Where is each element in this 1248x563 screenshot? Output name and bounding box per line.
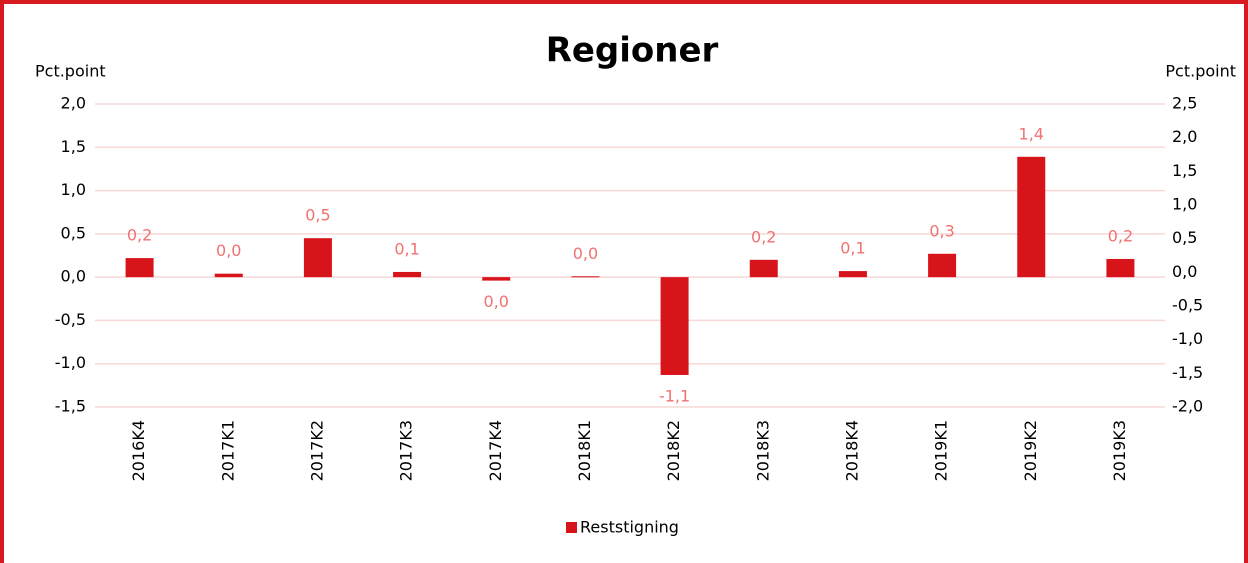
bar [482, 277, 511, 281]
x-tick-label: 2017K1 [218, 420, 237, 481]
data-label: 0,1 [394, 239, 419, 258]
x-tick-label: 2019K2 [1021, 420, 1040, 481]
y2-tick-label: 2,5 [1172, 94, 1197, 113]
y-tick-label: -1,5 [55, 397, 86, 416]
x-tick-label: 2018K2 [664, 420, 683, 481]
y2-tick-label: 0,5 [1172, 228, 1197, 247]
y2-tick-label: -1,0 [1172, 329, 1203, 348]
x-tick-label: 2017K4 [486, 420, 505, 481]
bar [1106, 258, 1135, 278]
y-tick-label: 0,0 [61, 267, 86, 286]
bar [571, 276, 600, 278]
y2-axis-title: Pct.point [1165, 62, 1236, 81]
y-tick-label: 0,5 [61, 223, 86, 242]
data-label: 0,2 [1108, 226, 1133, 245]
y2-tick-label: -1,5 [1172, 363, 1203, 382]
x-tick-label: 2017K3 [397, 420, 416, 481]
x-tick-label: 2018K1 [575, 420, 594, 481]
data-label: 0,5 [305, 206, 330, 225]
bar [393, 271, 422, 278]
bar [303, 238, 332, 278]
y-tick-label: 1,0 [61, 180, 86, 199]
x-tick-label: 2018K4 [842, 420, 861, 481]
bar [125, 258, 154, 278]
chart-title: Regioner [546, 31, 719, 71]
y2-tick-label: 0,0 [1172, 262, 1197, 281]
x-tick-label: 2019K1 [932, 420, 951, 481]
data-label: 0,1 [840, 239, 865, 258]
x-tick-label: 2019K3 [1110, 420, 1129, 481]
bar [928, 253, 957, 278]
data-label: 0,2 [127, 226, 152, 245]
data-label: 0,0 [573, 244, 598, 263]
x-tick-label: 2016K4 [129, 420, 148, 481]
bar [749, 259, 778, 278]
data-label: 0,3 [929, 221, 954, 240]
y2-tick-label: -2,0 [1172, 397, 1203, 416]
y2-tick-label: -0,5 [1172, 296, 1203, 315]
y-axis-title: Pct.point [35, 62, 106, 81]
bar [214, 273, 243, 278]
x-tick-label: 2018K3 [753, 420, 772, 481]
y2-tick-label: 2,0 [1172, 127, 1197, 146]
data-label: 0,0 [484, 292, 509, 311]
y-tick-label: 2,0 [61, 94, 86, 113]
bar [838, 271, 867, 278]
data-label: 1,4 [1019, 124, 1044, 143]
data-label: 0,0 [216, 241, 241, 260]
y-tick-label: -1,0 [55, 353, 86, 372]
data-label: 0,2 [751, 227, 776, 246]
y-tick-label: 1,5 [61, 137, 86, 156]
x-tick-label: 2017K2 [307, 420, 326, 481]
bar [660, 277, 689, 375]
y-tick-label: -0,5 [55, 310, 86, 329]
y2-tick-label: 1,5 [1172, 161, 1197, 180]
y2-tick-label: 1,0 [1172, 195, 1197, 214]
legend-swatch [566, 522, 577, 533]
data-label: -1,1 [659, 386, 690, 405]
bar [1017, 156, 1046, 278]
legend-label: Reststigning [580, 518, 679, 537]
